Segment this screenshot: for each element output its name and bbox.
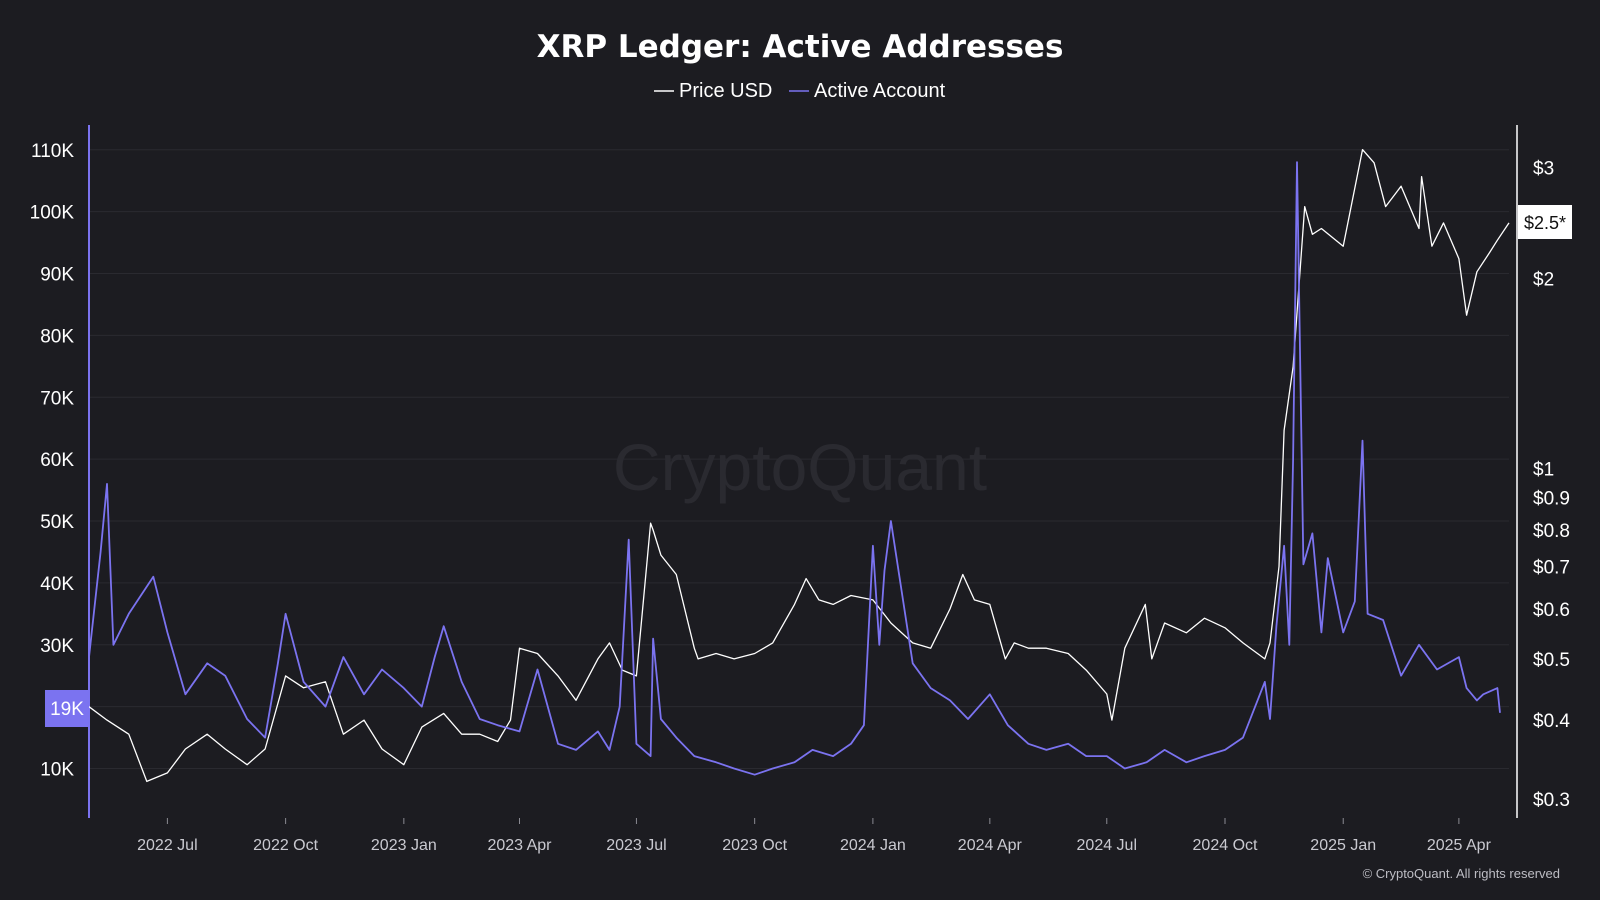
left-tick-label: 50K	[40, 512, 74, 533]
left-current-badge-bg	[45, 690, 89, 727]
copyright: © CryptoQuant. All rights reserved	[1363, 866, 1560, 881]
left-tick-label: 30K	[40, 636, 74, 657]
left-axis-ticks: 10K 30K 40K 50K 60K 70K 80K 90K 100K 110K	[30, 141, 75, 781]
series-layer	[88, 148, 1510, 783]
right-tick-label: $1	[1533, 460, 1554, 481]
right-axis-ticks: $0.3 $0.4 $0.5 $0.6 $0.7 $0.8 $0.9 $1 $2 $3	[1533, 158, 1570, 811]
price-usd-line	[88, 148, 1510, 783]
right-current-badge-label: $2.5*	[1524, 213, 1566, 233]
x-tick-label: 2023 Jan	[371, 837, 437, 854]
x-tick-label: 2024 Apr	[958, 837, 1023, 854]
left-current-badge: 19K	[45, 690, 89, 727]
left-tick-label: 80K	[40, 326, 74, 347]
x-axis-ticks: 2022 Jul 2022 Oct 2023 Jan 2023 Apr 2023 Jul…	[137, 818, 1492, 854]
right-tick-label: $0.3	[1533, 790, 1570, 811]
legend-label-active[interactable]: Active Account	[814, 80, 946, 102]
right-tick-label: $0.9	[1533, 489, 1570, 510]
x-tick-label: 2025 Jan	[1310, 837, 1376, 854]
x-tick-label: 2023 Jul	[606, 837, 667, 854]
x-tick-label: 2023 Apr	[487, 837, 552, 854]
right-tick-label: $0.8	[1533, 521, 1570, 542]
right-current-badge: $2.5*	[1518, 205, 1572, 239]
right-tick-label: $0.7	[1533, 558, 1570, 579]
legend: Price USD Active Account	[654, 80, 946, 102]
left-tick-label: 10K	[40, 760, 74, 781]
legend-label-price[interactable]: Price USD	[679, 80, 772, 102]
right-tick-label: $0.6	[1533, 600, 1570, 621]
right-current-badge-bg	[1518, 205, 1572, 239]
x-tick-label: 2024 Jan	[840, 837, 906, 854]
x-tick-label: 2022 Jul	[137, 837, 198, 854]
watermark: CryptoQuant	[613, 430, 987, 504]
x-tick-label: 2023 Oct	[722, 837, 787, 854]
left-current-badge-label: 19K	[50, 699, 84, 720]
left-tick-label: 60K	[40, 450, 74, 471]
active-account-line	[88, 161, 1501, 776]
right-tick-label: $0.5	[1533, 650, 1570, 671]
x-tick-label: 2025 Apr	[1427, 837, 1492, 854]
chart-title: XRP Ledger: Active Addresses	[537, 29, 1064, 65]
right-tick-label: $3	[1533, 158, 1554, 179]
left-tick-label: 40K	[40, 574, 74, 595]
left-tick-label: 100K	[30, 203, 75, 224]
left-tick-label: 70K	[40, 388, 74, 409]
x-tick-label: 2022 Oct	[253, 837, 318, 854]
x-tick-label: 2024 Jul	[1077, 837, 1138, 854]
right-tick-label: $2	[1533, 270, 1554, 291]
left-tick-label: 90K	[40, 265, 74, 286]
right-tick-label: $0.4	[1533, 711, 1570, 732]
x-tick-label: 2024 Oct	[1193, 837, 1258, 854]
left-tick-label: 110K	[31, 141, 74, 162]
